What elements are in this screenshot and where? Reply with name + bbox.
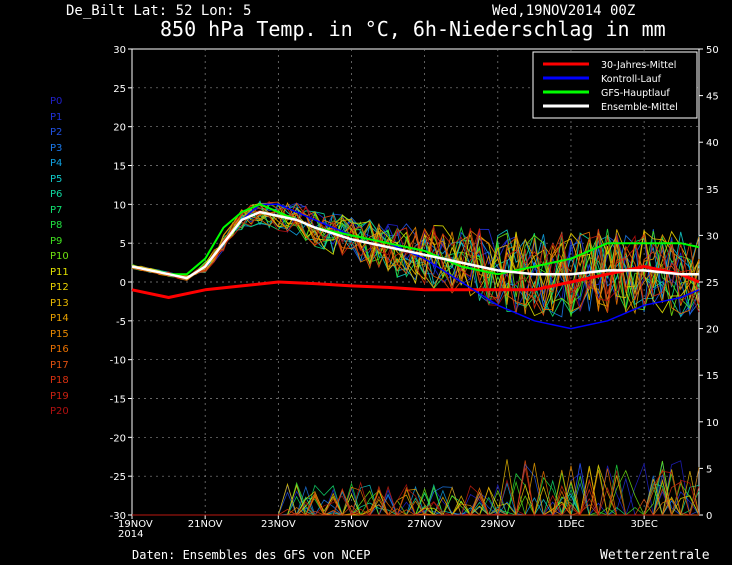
member-label-p15: P15 [50, 328, 69, 340]
y-right-tick-label: 5 [706, 464, 712, 475]
y-right-tick-label: 35 [706, 185, 719, 196]
legend-label: Kontroll-Lauf [601, 74, 662, 85]
x-tick-label: 2014 [118, 529, 143, 540]
y-right-tick-label: 20 [706, 325, 719, 336]
x-tick-label: 25NOV [334, 519, 369, 530]
y-left-tick-label: 15 [113, 162, 126, 173]
x-tick-label: 1DEC [557, 519, 584, 530]
member-label-p9: P9 [50, 235, 63, 247]
x-tick-label: 3DEC [630, 519, 657, 530]
y-left-tick-label: -20 [110, 433, 126, 444]
member-label-p8: P8 [50, 220, 63, 231]
brand-label: Wetterzentrale [600, 548, 710, 563]
member-line-p15 [131, 204, 700, 315]
x-tick-label: 23NOV [261, 519, 296, 530]
station-label: De_Bilt Lat: 52 Lon: 5 [66, 3, 252, 19]
chart-title: 850 hPa Temp. in °C, 6h-Niederschlag in … [160, 17, 666, 41]
x-tick-label: 21NOV [188, 519, 223, 530]
member-label-p19: P19 [50, 390, 69, 402]
y-left-tick-label: 0 [120, 278, 126, 289]
y-right-tick-label: 10 [706, 418, 719, 429]
y-right-tick-label: 40 [706, 138, 719, 149]
member-label-p5: P5 [50, 173, 63, 185]
y-left-tick-label: -30 [110, 511, 126, 522]
run-date: Wed,19NOV2014 00Z [492, 3, 636, 19]
y-left-tick-label: -25 [110, 472, 126, 483]
y-left-tick-label: 25 [113, 84, 126, 95]
legend-label: GFS-Hauptlauf [601, 88, 670, 99]
y-left-tick-label: -15 [110, 395, 126, 406]
member-label-p12: P12 [50, 282, 69, 293]
member-label-p2: P2 [50, 127, 63, 138]
y-right-tick-label: 0 [706, 511, 712, 522]
y-left-tick-label: 5 [120, 239, 126, 250]
y-right-tick-label: 50 [706, 45, 719, 56]
member-label-p11: P11 [50, 266, 69, 278]
y-right-tick-label: 45 [706, 92, 719, 103]
member-line-p19 [131, 201, 700, 313]
member-label-p16: P16 [50, 344, 69, 355]
member-label-p20: P20 [50, 406, 69, 417]
legend-label: 30-Jahres-Mittel [601, 60, 676, 71]
member-line-p16 [131, 209, 700, 315]
member-label-p7: P7 [50, 204, 63, 216]
member-label-p3: P3 [50, 142, 63, 154]
y-left-tick-label: 10 [113, 200, 126, 211]
x-tick-label: 27NOV [407, 519, 442, 530]
member-label-p1: P1 [50, 111, 63, 123]
member-label-p4: P4 [50, 158, 63, 169]
member-label-p13: P13 [50, 297, 69, 309]
member-label-p14: P14 [50, 313, 69, 324]
member-label-p10: P10 [50, 251, 69, 262]
y-right-tick-label: 25 [706, 278, 719, 289]
y-right-tick-label: 30 [706, 231, 719, 242]
precip-line-p20 [132, 470, 700, 516]
x-tick-label: 19NOV [118, 519, 153, 530]
y-right-tick-label: 15 [706, 371, 719, 382]
y-left-tick-label: -10 [110, 356, 126, 367]
data-source: Daten: Ensembles des GFS von NCEP [132, 548, 371, 562]
series-line-ensemble-mittel [131, 210, 699, 280]
y-left-tick-label: 20 [113, 123, 126, 134]
legend-label: Ensemble-Mittel [601, 102, 678, 113]
y-left-tick-label: 30 [113, 45, 126, 56]
series-line-gfs-hauptlauf [131, 203, 700, 276]
member-label-p0: P0 [50, 96, 63, 107]
member-line-p20 [131, 207, 700, 313]
member-label-p6: P6 [50, 189, 63, 200]
member-label-p18: P18 [50, 375, 69, 386]
y-left-tick-label: -5 [116, 317, 126, 328]
member-label-p17: P17 [50, 359, 69, 371]
x-tick-label: 29NOV [480, 519, 515, 530]
